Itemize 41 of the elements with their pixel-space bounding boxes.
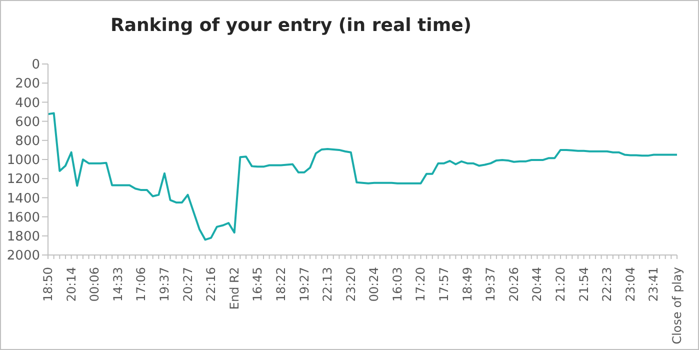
x-tick-label: 18:49 — [460, 267, 474, 302]
x-tick-label: 20:27 — [180, 267, 195, 302]
y-tick-label: 1600 — [6, 210, 40, 226]
x-tick-label: 23:20 — [344, 267, 358, 302]
x-tick-label: 20:26 — [506, 267, 521, 302]
x-tick-label: 16:45 — [250, 267, 265, 302]
x-tick-label: 23:41 — [646, 267, 661, 302]
y-tick-label: 1800 — [6, 230, 40, 245]
x-tick-label: 00:24 — [367, 267, 382, 302]
x-tick-label: 20:44 — [530, 267, 544, 302]
x-tick-label: 17:06 — [134, 267, 148, 302]
y-tick-label: 800 — [15, 134, 40, 150]
x-tick-label: 20:14 — [64, 267, 78, 302]
x-tick-label: 23:04 — [623, 267, 638, 302]
x-tick-label: 17:57 — [437, 267, 452, 302]
x-tick-label: 14:33 — [110, 267, 125, 302]
x-tick-label: End R2 — [227, 267, 242, 310]
x-tick-label: 00:06 — [88, 267, 102, 302]
x-tick-label: 22:13 — [320, 267, 335, 302]
y-tick-label: 200 — [15, 76, 40, 92]
y-tick-label: 1200 — [6, 172, 40, 188]
y-tick-label: 0 — [32, 58, 40, 73]
x-tick-label: 19:37 — [484, 267, 498, 302]
line-series — [47, 112, 678, 241]
x-tick-label: 19:27 — [297, 267, 312, 302]
x-tick-label: 21:20 — [554, 267, 568, 302]
y-tick-label: 2000 — [6, 248, 40, 264]
x-tick-label: 18:22 — [274, 267, 288, 302]
y-tick-label: 400 — [15, 96, 40, 111]
chart-title: Ranking of your entry (in real time) — [109, 15, 473, 36]
x-tick-label: 22:16 — [204, 267, 218, 302]
x-tick-label: Close of play — [670, 267, 684, 344]
y-tick-label: 1000 — [6, 153, 40, 168]
x-tick-label: 17:20 — [414, 267, 428, 302]
y-tick-label: 600 — [15, 114, 40, 130]
x-tick-label: 21:54 — [576, 267, 591, 302]
x-tick-label: 16:03 — [390, 267, 404, 302]
x-tick-label: 18:50 — [41, 267, 55, 302]
x-tick-label: 22:23 — [600, 267, 614, 302]
x-tick-label: 19:37 — [157, 267, 172, 302]
y-tick-label: 1400 — [6, 191, 40, 206]
